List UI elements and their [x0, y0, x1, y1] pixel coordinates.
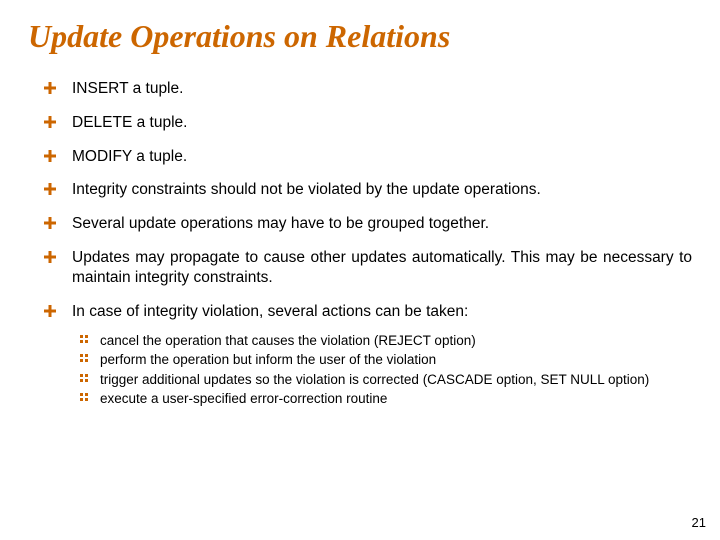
plus-icon [44, 150, 56, 162]
list-item: Several update operations may have to be… [72, 214, 692, 234]
sub-list-item: perform the operation but inform the use… [100, 351, 692, 369]
slide-title: Update Operations on Relations [28, 18, 692, 55]
sub-list-item: execute a user-specified error-correctio… [100, 390, 692, 408]
list-item-text: Integrity constraints should not be viol… [72, 181, 541, 198]
list-item-text: INSERT a tuple. [72, 80, 183, 97]
plus-icon [44, 82, 56, 94]
plus-icon [44, 305, 56, 317]
main-list: INSERT a tuple. DELETE a tuple. MODIFY a… [28, 79, 692, 408]
list-item: DELETE a tuple. [72, 113, 692, 133]
list-item-text: DELETE a tuple. [72, 114, 187, 131]
list-item: MODIFY a tuple. [72, 147, 692, 167]
list-item-text: Updates may propagate to cause other upd… [72, 249, 692, 286]
sub-list: cancel the operation that causes the vio… [72, 332, 692, 408]
list-item: Integrity constraints should not be viol… [72, 180, 692, 200]
plus-icon [44, 116, 56, 128]
plus-icon [44, 251, 56, 263]
list-item-text: MODIFY a tuple. [72, 148, 187, 165]
grid-icon [80, 335, 88, 343]
page-number: 21 [692, 515, 706, 530]
slide: Update Operations on Relations INSERT a … [0, 0, 720, 540]
grid-icon [80, 393, 88, 401]
grid-icon [80, 354, 88, 362]
sub-list-item-text: execute a user-specified error-correctio… [100, 391, 387, 406]
list-item: Updates may propagate to cause other upd… [72, 248, 692, 288]
list-item: INSERT a tuple. [72, 79, 692, 99]
sub-list-item: trigger additional updates so the violat… [100, 371, 692, 389]
sub-list-item: cancel the operation that causes the vio… [100, 332, 692, 350]
sub-list-item-text: cancel the operation that causes the vio… [100, 333, 476, 348]
plus-icon [44, 217, 56, 229]
list-item-text: Several update operations may have to be… [72, 215, 489, 232]
sub-list-item-text: perform the operation but inform the use… [100, 352, 436, 367]
sub-list-item-text: trigger additional updates so the violat… [100, 372, 649, 387]
list-item: In case of integrity violation, several … [72, 302, 692, 408]
plus-icon [44, 183, 56, 195]
grid-icon [80, 374, 88, 382]
list-item-text: In case of integrity violation, several … [72, 303, 468, 320]
